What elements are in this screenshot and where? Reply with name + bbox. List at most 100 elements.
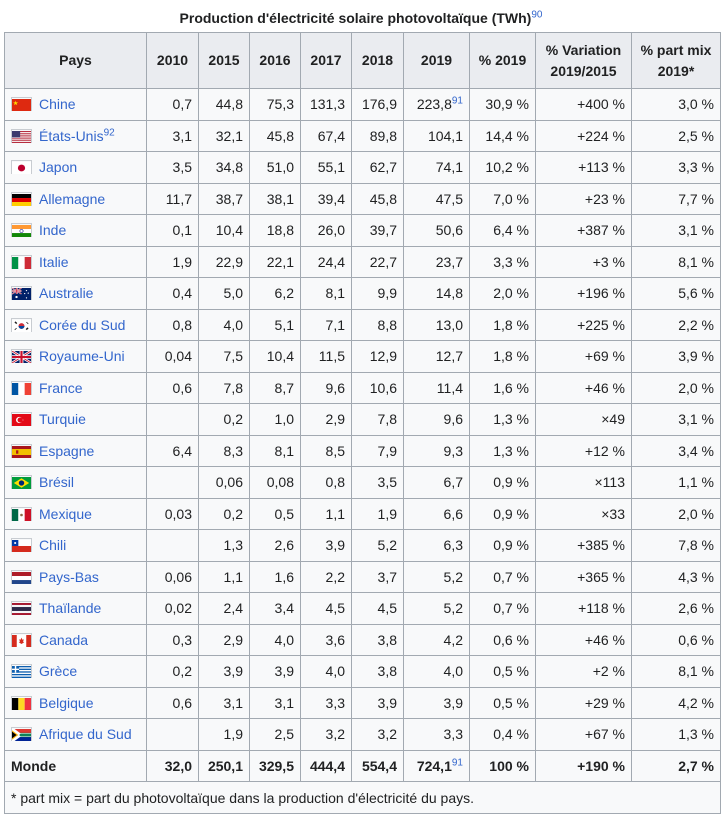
value-cell: 3,7 bbox=[351, 560, 404, 593]
australia-flag-icon[interactable] bbox=[11, 286, 32, 301]
reference-link[interactable]: 91 bbox=[451, 95, 463, 107]
value-cell: 75,3 bbox=[249, 88, 301, 121]
value-cell: 3,2 bbox=[351, 718, 404, 751]
total-value-cell: 32,0 bbox=[146, 749, 199, 782]
value-cell: 0,04 bbox=[146, 340, 199, 373]
greece-flag-icon[interactable] bbox=[11, 664, 32, 679]
value-cell: 11,7 bbox=[146, 182, 199, 215]
usa-flag-icon[interactable] bbox=[11, 128, 32, 143]
column-header[interactable]: % Variation 2019/2015 bbox=[535, 32, 632, 89]
value-cell: 0,7 % bbox=[469, 560, 536, 593]
country-link[interactable]: Chili bbox=[39, 537, 67, 554]
country-link[interactable]: Chine bbox=[39, 96, 76, 113]
country-link[interactable]: Royaume-Uni bbox=[39, 348, 125, 365]
china-flag-icon[interactable] bbox=[11, 97, 32, 112]
value-cell: 89,8 bbox=[351, 119, 404, 152]
column-header[interactable]: 2016 bbox=[249, 32, 301, 89]
value-cell: 7,8 bbox=[198, 371, 250, 404]
table-body: Chine 0,7 44,8 75,3 131,3 176,9 223,891 30,9 % +… bbox=[4, 88, 721, 814]
column-header[interactable]: % part mix 2019* bbox=[631, 32, 721, 89]
value-cell: 24,4 bbox=[300, 245, 352, 278]
total-value-cell: 724,191 bbox=[403, 749, 470, 782]
korea-flag-icon[interactable] bbox=[11, 317, 32, 332]
value-cell: 13,0 bbox=[403, 308, 470, 341]
value-cell: 0,6 % bbox=[631, 623, 721, 656]
country-link[interactable]: Belgique bbox=[39, 694, 94, 711]
country-link[interactable]: Corée du Sud bbox=[39, 316, 126, 333]
chile-flag-icon[interactable] bbox=[11, 538, 32, 553]
japan-flag-icon[interactable] bbox=[11, 160, 32, 175]
value-cell: 5,2 bbox=[403, 592, 470, 625]
country-link[interactable]: France bbox=[39, 379, 83, 396]
country-link[interactable]: Italie bbox=[39, 253, 69, 270]
country-cell: Japon bbox=[4, 151, 147, 184]
uk-flag-icon[interactable] bbox=[11, 349, 32, 365]
mexico-flag-icon[interactable] bbox=[11, 506, 32, 521]
value-cell: +3 % bbox=[535, 245, 632, 278]
table-row: Afrique du Sud 1,9 2,5 3,2 3,2 3,3 0,4 % +67 % 1… bbox=[4, 718, 721, 751]
value-cell: 104,1 bbox=[403, 119, 470, 152]
value-cell: 4,0 bbox=[249, 623, 301, 656]
country-link[interactable]: Japon bbox=[39, 159, 78, 176]
country-link[interactable]: États-Unis bbox=[39, 127, 104, 144]
value-cell: 2,9 bbox=[198, 623, 250, 656]
value-cell: 3,5 bbox=[146, 151, 199, 184]
france-flag-icon[interactable] bbox=[11, 380, 32, 395]
country-link[interactable]: Espagne bbox=[39, 442, 95, 459]
reference-link[interactable]: 91 bbox=[451, 757, 463, 769]
value-cell: 1,1 bbox=[198, 560, 250, 593]
value-cell: 0,9 % bbox=[469, 497, 536, 530]
country-link[interactable]: Pays-Bas bbox=[39, 568, 99, 585]
column-header[interactable]: 2019 bbox=[403, 32, 470, 89]
spain-flag-icon[interactable] bbox=[11, 443, 32, 458]
column-header[interactable]: 2018 bbox=[351, 32, 404, 89]
country-link[interactable]: Allemagne bbox=[39, 190, 106, 207]
country-link[interactable]: Inde bbox=[39, 222, 67, 239]
value-cell: 1,1 % bbox=[631, 466, 721, 499]
value-cell: 2,5 % bbox=[631, 119, 721, 152]
thailand-flag-icon[interactable] bbox=[11, 601, 32, 616]
value-cell: 8,1 % bbox=[631, 245, 721, 278]
value-cell: 45,8 bbox=[351, 182, 404, 215]
column-header[interactable]: 2015 bbox=[198, 32, 250, 89]
total-value-cell: +190 % bbox=[535, 749, 632, 782]
country-link[interactable]: Afrique du Sud bbox=[39, 726, 132, 743]
country-link[interactable]: Australie bbox=[39, 285, 94, 302]
value-cell: 0,5 bbox=[249, 497, 301, 530]
germany-flag-icon[interactable] bbox=[11, 191, 32, 206]
total-value-cell: 444,4 bbox=[300, 749, 352, 782]
value-cell: 55,1 bbox=[300, 151, 352, 184]
value-cell: 8,1 bbox=[249, 434, 301, 467]
southafrica-flag-icon[interactable] bbox=[11, 727, 32, 743]
italy-flag-icon[interactable] bbox=[11, 254, 32, 269]
header-row: Pays 2010 2015 2016 2017 2018 2019% 2019% Vari… bbox=[4, 32, 721, 89]
country-link[interactable]: Thaïlande bbox=[39, 600, 102, 617]
column-header[interactable]: Pays bbox=[4, 32, 147, 89]
country-link[interactable]: Canada bbox=[39, 631, 89, 648]
value-cell: 4,2 bbox=[403, 623, 470, 656]
country-link[interactable]: Grèce bbox=[39, 663, 78, 680]
value-cell: +387 % bbox=[535, 214, 632, 247]
value-cell: 6,2 bbox=[249, 277, 301, 310]
value-cell: 8,5 bbox=[300, 434, 352, 467]
caption-ref[interactable]: 90 bbox=[531, 9, 543, 21]
column-header[interactable]: 2017 bbox=[300, 32, 352, 89]
value-cell: 9,6 bbox=[403, 403, 470, 436]
india-flag-icon[interactable] bbox=[11, 223, 32, 238]
value-cell: 3,4 % bbox=[631, 434, 721, 467]
belgium-flag-icon[interactable] bbox=[11, 695, 32, 710]
table-row: Japon 3,5 34,8 51,0 55,1 62,7 74,1 10,2 % +113 %… bbox=[4, 151, 721, 184]
brazil-flag-icon[interactable] bbox=[11, 475, 32, 490]
column-header[interactable]: 2010 bbox=[146, 32, 199, 89]
country-link[interactable]: Mexique bbox=[39, 505, 92, 522]
country-cell: Espagne bbox=[4, 434, 147, 467]
reference-link[interactable]: 92 bbox=[103, 127, 115, 139]
country-link[interactable]: Brésil bbox=[39, 474, 75, 491]
turkey-flag-icon[interactable] bbox=[11, 412, 32, 427]
country-link[interactable]: Turquie bbox=[39, 411, 86, 428]
value-cell: 2,0 % bbox=[631, 371, 721, 404]
value-cell: 8,3 bbox=[198, 434, 250, 467]
netherlands-flag-icon[interactable] bbox=[11, 569, 32, 584]
canada-flag-icon[interactable] bbox=[11, 632, 32, 647]
column-header[interactable]: % 2019 bbox=[469, 32, 536, 89]
